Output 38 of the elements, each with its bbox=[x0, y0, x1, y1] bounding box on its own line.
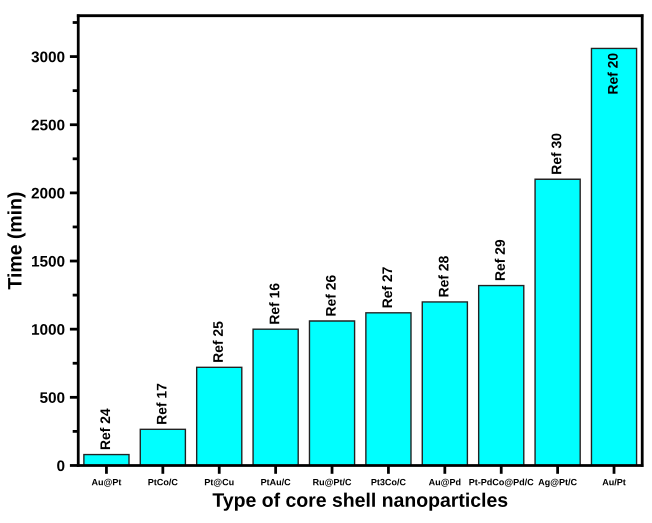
bar bbox=[140, 428, 186, 466]
x-tick-label: Pt@Cu bbox=[204, 478, 234, 487]
annotation: Ref 28 bbox=[438, 256, 449, 296]
bar bbox=[422, 301, 468, 466]
x-tick-label: Ru@Pt/C bbox=[313, 478, 352, 487]
annotation: Ref 27 bbox=[382, 267, 392, 308]
x-tick-label: Ag@Pt/C bbox=[538, 478, 577, 488]
bar bbox=[365, 312, 412, 466]
y-tick-label: 2500 bbox=[32, 120, 64, 130]
annotation: Ref 16 bbox=[269, 283, 280, 324]
bar bbox=[534, 178, 581, 466]
x-tick-label: PtCo/C bbox=[148, 478, 178, 486]
annotation: Ref 24 bbox=[100, 408, 110, 450]
y-axis-title: Time (min) bbox=[7, 192, 26, 290]
bar bbox=[196, 366, 242, 466]
annotation: Ref 26 bbox=[326, 275, 336, 316]
x-tick-label: Pt-PdCo@Pd/C bbox=[469, 478, 534, 487]
annotation: Ref 29 bbox=[494, 240, 505, 280]
x-tick-label: Pt3Co/C bbox=[371, 478, 406, 486]
annotation: Ref 20 bbox=[608, 53, 618, 94]
y-tick-label: 1500 bbox=[32, 256, 64, 267]
x-tick-label: Au@Pd bbox=[428, 478, 460, 487]
annotation: Ref 30 bbox=[551, 134, 562, 174]
x-axis-title: Type of core shell nanoparticles bbox=[212, 492, 508, 511]
annotation: Ref 25 bbox=[212, 322, 223, 362]
y-tick-label: 0 bbox=[57, 460, 64, 472]
bar bbox=[308, 320, 356, 466]
x-tick-label: Au@Pt bbox=[92, 478, 122, 487]
bar bbox=[252, 328, 299, 466]
y-tick-label: 3000 bbox=[31, 51, 64, 62]
y-tick-label: 2000 bbox=[32, 188, 64, 199]
y-tick-label: 500 bbox=[40, 392, 64, 404]
annotation: Ref 17 bbox=[156, 384, 167, 424]
bar bbox=[590, 48, 638, 466]
x-tick-label: Au/Pt bbox=[602, 478, 626, 486]
bar bbox=[478, 284, 524, 466]
x-tick-label: PtAu/C bbox=[261, 478, 290, 486]
y-tick-label: 1000 bbox=[32, 324, 64, 335]
